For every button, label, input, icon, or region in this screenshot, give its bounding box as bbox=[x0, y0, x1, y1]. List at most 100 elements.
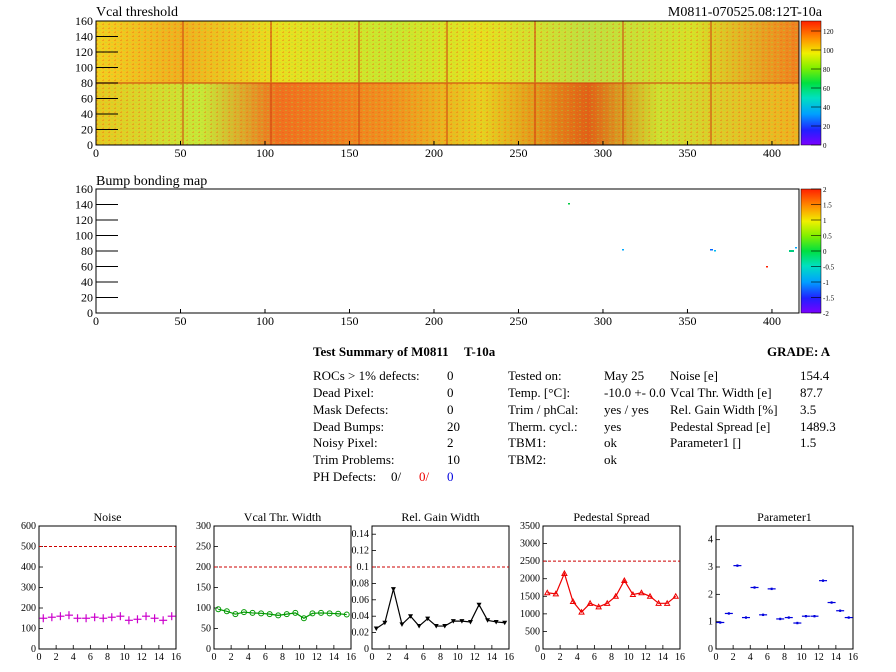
parameter-label: Parameter1 [] bbox=[670, 435, 742, 450]
color-tick-label: 60 bbox=[823, 85, 831, 93]
y-tick-label: 100 bbox=[21, 624, 36, 635]
condition-label: TBM2: bbox=[508, 452, 547, 467]
y-tick-label: 500 bbox=[525, 626, 540, 637]
data-point bbox=[629, 590, 637, 598]
x-tick-label: 0 bbox=[37, 652, 42, 663]
data-point bbox=[796, 621, 799, 625]
color-tick-label: 2 bbox=[823, 186, 827, 194]
chart-title: Noise bbox=[94, 510, 122, 524]
color-tick-label: 80 bbox=[823, 66, 831, 74]
x-tick-label: 2 bbox=[387, 652, 392, 663]
plot-frame bbox=[38, 525, 177, 650]
map1-color-axis: 0 20 40 60 80 100 120 bbox=[811, 28, 834, 150]
data-point bbox=[672, 592, 680, 599]
x-tick-label: 2 bbox=[731, 652, 736, 663]
x-tick-label: 0 bbox=[541, 652, 546, 663]
y-tick-label: 0.08 bbox=[352, 578, 370, 589]
x-tick-label: 6 bbox=[88, 652, 93, 663]
data-point bbox=[433, 624, 439, 629]
x-tick-label: 10 bbox=[120, 652, 130, 663]
y-tick-label: 4 bbox=[708, 535, 713, 546]
y-tick-label: 120 bbox=[75, 45, 93, 59]
data-point bbox=[309, 610, 316, 617]
summary-chart: Noise 0 100 200 300 400 500 600 0 2 4 6 8 10 12 14 16 bbox=[21, 510, 181, 663]
data-point bbox=[839, 609, 842, 612]
parameter-label: Pedestal Spread [e] bbox=[670, 419, 771, 434]
x-tick-label: 400 bbox=[763, 146, 781, 160]
data-point bbox=[390, 587, 396, 592]
color-tick-label: 0 bbox=[823, 142, 827, 150]
x-tick-label: 10 bbox=[797, 652, 807, 663]
y-tick-label: 60 bbox=[81, 260, 93, 274]
condition-label: Trim / phCal: bbox=[508, 402, 579, 417]
series-line bbox=[547, 571, 677, 614]
color-tick-label: -1 bbox=[823, 279, 829, 287]
condition-label: Therm. cycl.: bbox=[508, 419, 578, 434]
x-tick-label: 16 bbox=[171, 652, 181, 663]
defect-value: 20 bbox=[447, 419, 460, 434]
condition-label: TBM1: bbox=[508, 435, 547, 450]
data-point bbox=[804, 615, 807, 618]
data-point bbox=[502, 620, 508, 626]
module-label: M0811-070525.08:12T-10a bbox=[667, 5, 822, 20]
x-tick-label: 4 bbox=[71, 652, 76, 663]
x-tick-label: 4 bbox=[404, 652, 409, 663]
defect-value: 0 bbox=[447, 385, 454, 400]
parameter-label: Noise [e] bbox=[670, 368, 719, 383]
summary-title: Test Summary of M0811 bbox=[313, 344, 449, 359]
y-tick-label: 250 bbox=[196, 542, 211, 553]
summary-grade: GRADE: A bbox=[767, 344, 831, 359]
series-line bbox=[375, 588, 505, 629]
y-tick-label: 2000 bbox=[520, 574, 540, 585]
ph-defects-value-3: 0 bbox=[447, 469, 454, 484]
y-tick-label: 100 bbox=[196, 603, 211, 614]
y-tick-label: 0 bbox=[708, 644, 713, 655]
x-tick-label: 12 bbox=[137, 652, 147, 663]
summary-chart: Pedestal Spread 0 500 1000 1500 2000 2500 3000 3… bbox=[520, 510, 685, 663]
x-tick-label: 8 bbox=[782, 652, 787, 663]
condition-value: May 25 bbox=[604, 368, 645, 383]
color-tick-label: 0 bbox=[823, 248, 827, 256]
y-tick-label: 150 bbox=[196, 583, 211, 594]
data-point bbox=[779, 617, 782, 621]
summary-chart: Vcal Thr. Width 0 50 100 150 200 250 300 0 2 4 6 8 10… bbox=[196, 510, 356, 663]
summary-chart: Rel. Gain Width 0 0.02 0.04 0.06 0.08 0.1 0.12 0… bbox=[352, 510, 515, 663]
data-point bbox=[727, 612, 730, 615]
x-tick-label: 6 bbox=[421, 652, 426, 663]
x-tick-label: 12 bbox=[470, 652, 480, 663]
defect-value: 0 bbox=[447, 368, 454, 383]
x-tick-label: 12 bbox=[814, 652, 824, 663]
y-tick-label: 50 bbox=[201, 624, 211, 635]
y-tick-label: 140 bbox=[75, 30, 93, 44]
color-tick-label: 40 bbox=[823, 104, 831, 112]
x-tick-label: 100 bbox=[256, 146, 274, 160]
data-point bbox=[744, 616, 747, 619]
parameter-value: 1.5 bbox=[800, 435, 817, 450]
y-tick-label: 20 bbox=[81, 291, 93, 305]
map2-title: Bump bonding map bbox=[96, 174, 208, 189]
data-point bbox=[425, 616, 431, 622]
x-tick-label: 14 bbox=[658, 652, 668, 663]
x-tick-label: 16 bbox=[675, 652, 685, 663]
x-tick-label: 0 bbox=[370, 652, 375, 663]
x-tick-label: 14 bbox=[154, 652, 164, 663]
data-point bbox=[485, 618, 491, 623]
color-tick-label: 1.5 bbox=[823, 202, 832, 210]
data-point bbox=[569, 598, 577, 605]
x-tick-label: 16 bbox=[346, 652, 356, 663]
x-tick-label: 350 bbox=[678, 146, 696, 160]
data-point bbox=[753, 586, 756, 589]
y-tick-label: 0.12 bbox=[352, 546, 370, 557]
data-point bbox=[578, 608, 585, 615]
data-point bbox=[300, 615, 307, 622]
data-point bbox=[326, 610, 333, 617]
summary-temp-label: T-10a bbox=[464, 344, 496, 359]
x-tick-label: 8 bbox=[609, 652, 614, 663]
data-point bbox=[493, 619, 499, 625]
x-tick-label: 350 bbox=[678, 314, 696, 328]
y-tick-label: 0.14 bbox=[352, 529, 370, 540]
x-tick-label: 4 bbox=[246, 652, 251, 663]
data-point bbox=[223, 608, 230, 615]
chart-title: Vcal Thr. Width bbox=[244, 510, 321, 524]
